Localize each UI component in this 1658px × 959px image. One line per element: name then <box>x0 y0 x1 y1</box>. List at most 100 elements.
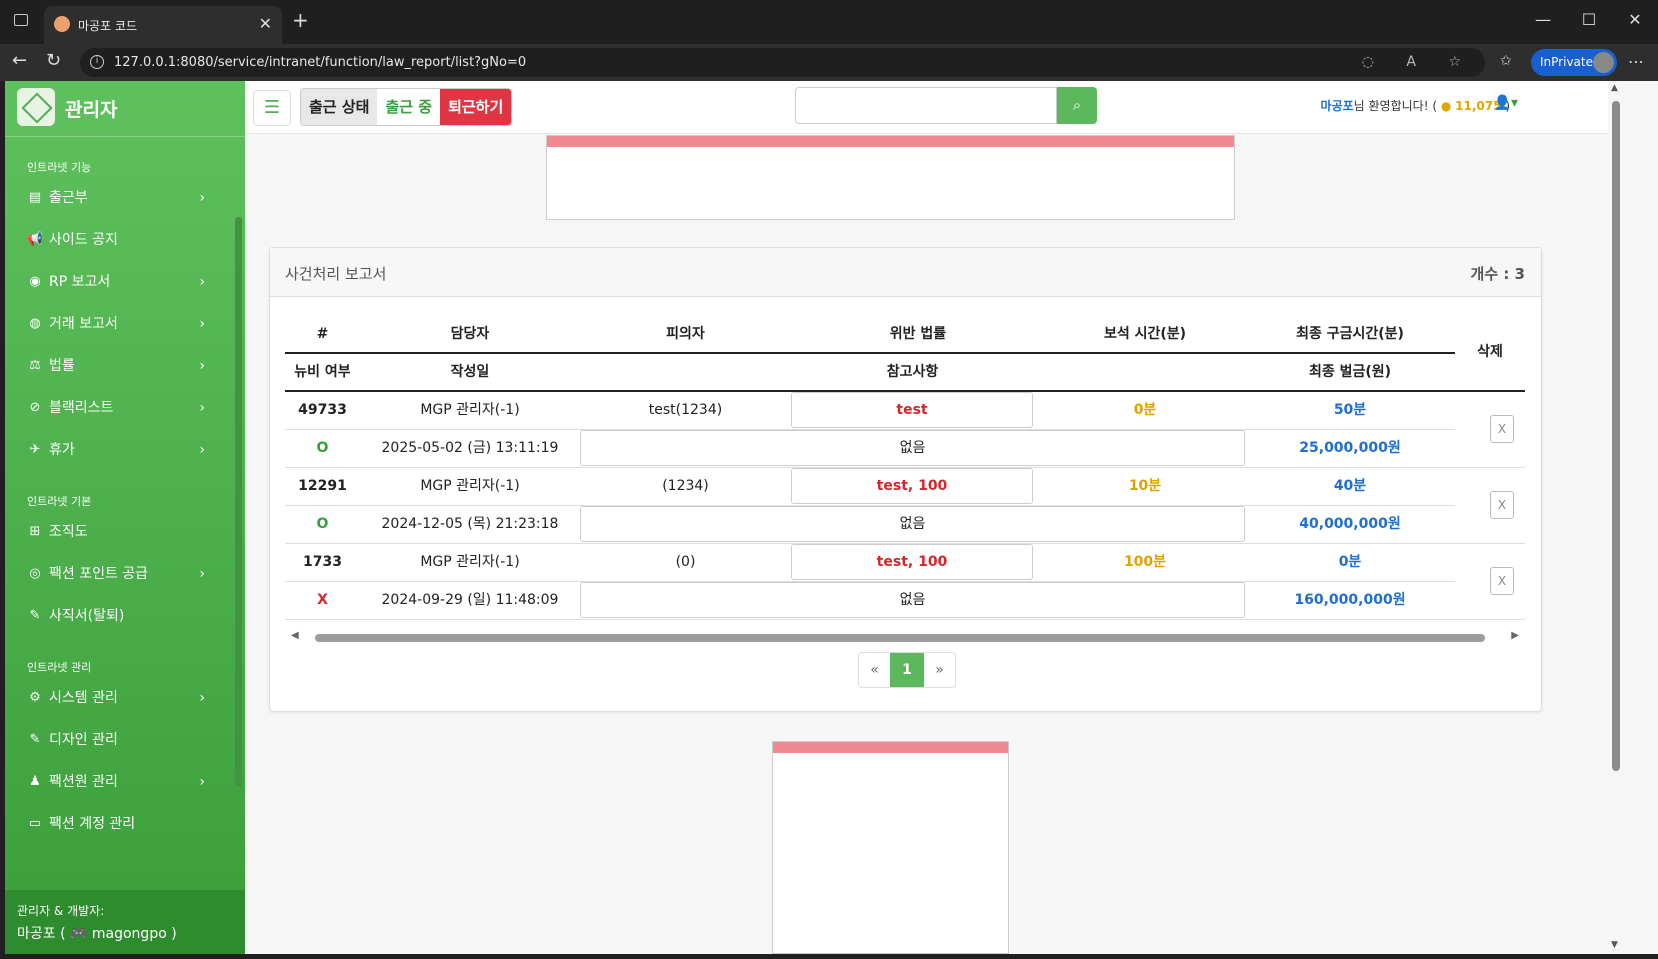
sidebar-item-22[interactable]: ♟ 팩션원 관리 › <box>5 761 245 803</box>
sidebar-item-label: RP 보고서 <box>49 274 111 290</box>
column-header: 담당자 <box>450 326 490 342</box>
sidebar-item-label: 거래 보고서 <box>49 316 118 332</box>
menu-toggle-icon[interactable]: ☰ <box>253 90 291 126</box>
sidebar-item-label: 팩션 포인트 공급 <box>49 566 149 582</box>
column-header: 작성일 <box>450 364 490 380</box>
browser-tab[interactable]: 마공포 코드 ✕ <box>44 6 282 44</box>
points-value: 11,075 <box>1455 99 1502 113</box>
url-text: 127.0.0.1:8080/service/intranet/function… <box>114 55 527 70</box>
scroll-thumb[interactable] <box>315 634 1485 642</box>
scroll-down-icon[interactable]: ▼ <box>1611 940 1618 950</box>
table-divider <box>285 619 1525 620</box>
sidebar-item-23[interactable]: ▭ 팩션 계정 관리 <box>5 803 245 845</box>
sidebar-item-10[interactable]: ⊞ 조직도 <box>5 511 245 553</box>
inprivate-button[interactable]: InPrivate <box>1531 49 1617 76</box>
more-menu-icon[interactable]: ⋯ <box>1628 52 1644 71</box>
table-horizontal-scrollbar[interactable]: ◀ ▶ <box>285 628 1525 646</box>
violated-law: test, 100 <box>791 468 1033 504</box>
attendance-group: 출근 상태 출근 중 퇴근하기 <box>300 88 513 126</box>
created-date: 2024-12-05 (목) 21:23:18 <box>381 516 559 532</box>
bail-time: 0분 <box>1133 402 1157 418</box>
profile-avatar <box>1593 52 1614 73</box>
megaphone-icon: 📢 <box>27 232 44 247</box>
final-fine: 40,000,000원 <box>1299 516 1401 532</box>
logo-icon <box>17 88 55 126</box>
officer-name: MGP 관리자(-1) <box>420 478 520 494</box>
sidebar-item-5[interactable]: ⊘ 블랙리스트 › <box>5 387 245 429</box>
bail-time: 10분 <box>1128 478 1162 494</box>
close-tab-icon[interactable]: ✕ <box>258 14 272 33</box>
browser-tab-bar: 마공포 코드 ✕ + — ☐ ✕ <box>0 0 1658 44</box>
sidebar-item-1[interactable]: 📢 사이드 공지 <box>5 219 245 261</box>
scroll-right-icon[interactable]: ▶ <box>1511 630 1519 641</box>
column-header: 최종 벌금(원) <box>1308 364 1392 380</box>
page-scroll-thumb[interactable] <box>1612 101 1620 771</box>
close-window-icon[interactable]: ✕ <box>1628 10 1642 29</box>
table-divider <box>285 505 1455 506</box>
report-id: 12291 <box>298 478 347 494</box>
minimize-icon[interactable]: — <box>1535 10 1551 29</box>
page-prev-button[interactable]: « <box>859 653 890 687</box>
chevron-right-icon: › <box>199 316 205 332</box>
scroll-up-icon[interactable]: ▲ <box>1611 83 1618 93</box>
sidebar-item-20[interactable]: ⚙ 시스템 관리 › <box>5 677 245 719</box>
sidebar-item-label: 팩션 계정 관리 <box>49 816 136 832</box>
sidebar-item-12[interactable]: ✎ 사직서(탈퇴) <box>5 595 245 637</box>
detention-time: 0분 <box>1338 554 1362 570</box>
sidebar-item-21[interactable]: ✎ 디자인 관리 <box>5 719 245 761</box>
table-divider <box>285 543 1525 544</box>
page-next-button[interactable]: » <box>924 653 955 687</box>
refresh-icon[interactable]: ↻ <box>46 50 62 71</box>
site-info-icon[interactable]: i <box>90 55 104 69</box>
scroll-left-icon[interactable]: ◀ <box>291 630 299 641</box>
page-1-button[interactable]: 1 <box>890 653 924 687</box>
chevron-right-icon: › <box>199 690 205 706</box>
url-field[interactable]: i 127.0.0.1:8080/service/intranet/functi… <box>80 48 1485 77</box>
url-action-icons[interactable]: ◌ A ☆ <box>1361 54 1475 70</box>
sidebar-item-label: 사직서(탈퇴) <box>49 608 125 624</box>
sidebar-brand[interactable]: 관리자 <box>5 81 245 137</box>
sidebar-section-title: 인트라넷 기능 <box>27 161 92 174</box>
new-tab-icon[interactable]: + <box>292 8 309 32</box>
sidebar-item-4[interactable]: ⚖ 법률 › <box>5 345 245 387</box>
sidebar-item-6[interactable]: ✈ 휴가 › <box>5 429 245 471</box>
sidebar-item-3[interactable]: ◍ 거래 보고서 › <box>5 303 245 345</box>
search-button[interactable]: ⌕ <box>1057 87 1097 124</box>
welcome-close: ) <box>1505 99 1510 113</box>
favorites-icon[interactable]: ✩ <box>1500 53 1512 69</box>
favicon-icon <box>54 16 70 32</box>
delete-button[interactable]: X <box>1490 415 1514 443</box>
delete-button[interactable]: X <box>1490 567 1514 595</box>
footer-credit-name: 마공포 ( 🎮 magongpo ) <box>17 926 177 942</box>
search-input[interactable] <box>795 87 1057 124</box>
sidebar-item-label: 블랙리스트 <box>49 400 114 416</box>
sidebar-item-0[interactable]: ▤ 출근부 › <box>5 177 245 219</box>
user-gear-icon: ♟ <box>29 774 41 789</box>
inprivate-label: InPrivate <box>1540 55 1593 69</box>
plane-icon: ✈ <box>29 442 41 457</box>
report-card-header: 사건처리 보고서 개수 : 3 <box>270 248 1541 297</box>
welcome-name: 마공포 <box>1320 99 1354 113</box>
sidebar-item-2[interactable]: ◉ RP 보고서 › <box>5 261 245 303</box>
bail-time: 100분 <box>1123 554 1167 570</box>
gamepad-icon: ◉ <box>29 274 41 289</box>
clock-out-button[interactable]: 퇴근하기 <box>440 89 512 125</box>
address-bar-row: ← ↻ i 127.0.0.1:8080/service/intranet/fu… <box>0 44 1658 81</box>
sidebar-scrollbar[interactable] <box>235 217 242 787</box>
maximize-icon[interactable]: ☐ <box>1581 10 1597 29</box>
sidebar-item-label: 팩션원 관리 <box>49 774 118 790</box>
back-icon[interactable]: ← <box>12 50 28 71</box>
attendance-status-label: 출근 상태 <box>301 89 378 125</box>
report-count: 개수 : 3 <box>1470 265 1525 283</box>
page-vertical-scrollbar[interactable]: ▲ ▼ <box>1608 81 1658 954</box>
delete-button[interactable]: X <box>1490 491 1514 519</box>
sidebar-item-11[interactable]: ◎ 팩션 포인트 공급 › <box>5 553 245 595</box>
column-header: 최종 구금시간(분) <box>1296 326 1404 342</box>
final-fine: 160,000,000원 <box>1294 592 1406 608</box>
note-field: 없음 <box>580 430 1245 466</box>
detention-time: 50분 <box>1333 402 1367 418</box>
column-header: 보석 시간(분) <box>1103 326 1187 342</box>
tab-actions-icon[interactable] <box>14 14 28 26</box>
user-menu-icon[interactable]: 👤▾ <box>1493 95 1518 111</box>
table-divider <box>285 429 1455 430</box>
